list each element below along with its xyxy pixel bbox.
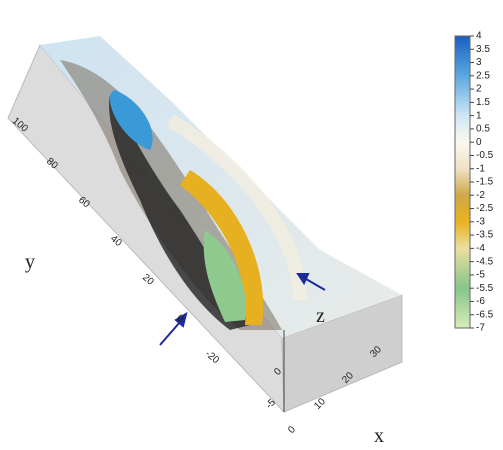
colorbar-tick-label: 4 xyxy=(476,31,482,42)
colorbar-tick-label: -5.5 xyxy=(476,283,494,294)
colorbar-tick-label: 3 xyxy=(476,57,482,68)
colorbar-tick-label: 0 xyxy=(476,137,482,148)
colorbar-tick-label: -3 xyxy=(476,216,485,227)
y-axis-label: y xyxy=(25,251,35,273)
colorbar-tick-label: 0.5 xyxy=(476,124,490,135)
chart: y x z 4 3.5 3 2.5 2 1.5 1 0.5 0 -0.5 -1 -1.5 -2 -2.5 -… xyxy=(0,0,503,450)
colorbar-tick-label: -1.5 xyxy=(476,177,494,188)
colorbar-tick-label: -6 xyxy=(476,296,485,307)
colorbar-tick-label: -7 xyxy=(476,323,485,334)
y-tick-label: 20 xyxy=(140,272,156,288)
colorbar-tick-label: 1.5 xyxy=(476,97,490,108)
colorbar-tick-label: -3.5 xyxy=(476,230,494,241)
colorbar-tick-label: -5 xyxy=(476,270,485,281)
colorbar-tick-label: 2 xyxy=(476,84,482,95)
colorbar-tick-label: -0.5 xyxy=(476,150,494,161)
colorbar-tick-label: -6.5 xyxy=(476,309,494,320)
colorbar-tick-label: -4 xyxy=(476,243,485,254)
x-axis-label: x xyxy=(374,425,384,447)
colorbar-tick-label: 2.5 xyxy=(476,70,490,81)
y-tick-label: -20 xyxy=(203,348,221,366)
colorbar-tick-label: -4.5 xyxy=(476,256,494,267)
x-tick-label: 0 xyxy=(286,424,298,436)
colorbar-tick-label: -1 xyxy=(476,163,485,174)
colorbar-tick-label: 3.5 xyxy=(476,44,490,55)
colorbar-tick-label: -2 xyxy=(476,190,485,201)
colorbar-tick-label: 1 xyxy=(476,110,482,121)
colorbar-tick-label: -2.5 xyxy=(476,203,494,214)
z-axis-label: z xyxy=(316,305,325,327)
colorbar xyxy=(455,36,470,328)
